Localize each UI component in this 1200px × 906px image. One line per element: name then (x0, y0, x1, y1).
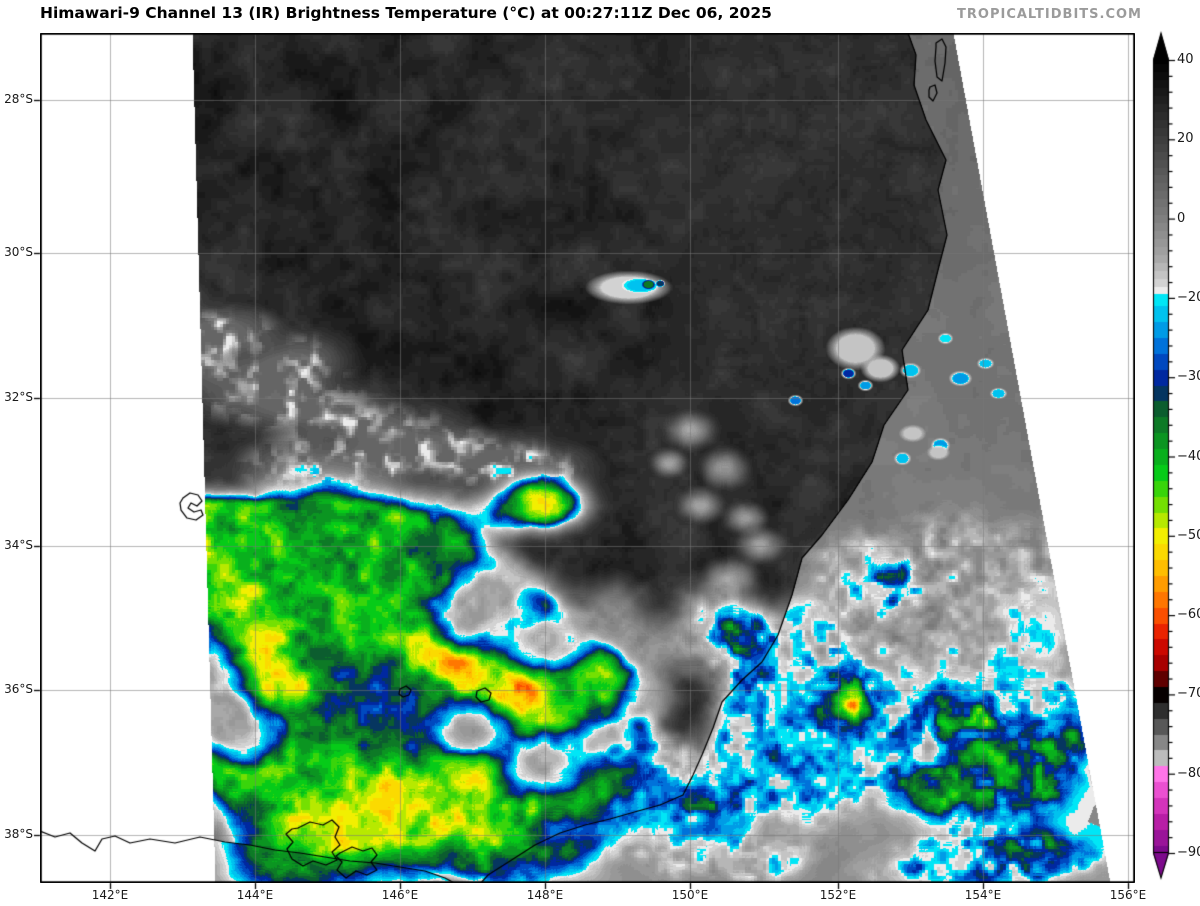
x-tick-label: 148°E (526, 888, 564, 902)
colorbar-tick-label: −30 (1177, 369, 1200, 385)
x-tick-label: 150°E (671, 888, 709, 902)
x-tick-label: 154°E (964, 888, 1002, 902)
latitude-axis: 28°S 30°S 32°S 34°S 36°S 38°S (0, 0, 36, 906)
colorbar-labels: 40 20 0 −20 −30 −40 −50 −60 −70 −80 −90 (1177, 0, 1200, 906)
x-tick-label: 146°E (381, 888, 419, 902)
y-tick-label: 30°S (4, 245, 33, 259)
x-tick-label: 142°E (91, 888, 129, 902)
colorbar-tick-label: 0 (1177, 210, 1186, 226)
y-tick-label: 38°S (4, 827, 33, 841)
y-tick-label: 28°S (4, 92, 33, 106)
colorbar-tick-label: −50 (1177, 527, 1200, 543)
x-tick-label: 156°E (1109, 888, 1147, 902)
colorbar-tick-label: −40 (1177, 448, 1200, 464)
x-tick-label: 144°E (236, 888, 274, 902)
y-tick-label: 32°S (4, 390, 33, 404)
colorbar (1151, 30, 1179, 886)
colorbar-tick-label: −80 (1177, 765, 1200, 781)
x-tick-label: 152°E (819, 888, 857, 902)
satellite-map-canvas (40, 33, 1135, 883)
y-tick-label: 34°S (4, 538, 33, 552)
colorbar-tick-label: −60 (1177, 607, 1200, 623)
colorbar-tick-label: 40 (1177, 52, 1194, 67)
colorbar-tick-label: −20 (1177, 289, 1200, 305)
colorbar-tick-label: 20 (1177, 131, 1194, 147)
colorbar-tick-label: −90 (1177, 845, 1200, 860)
colorbar-tick-label: −70 (1177, 686, 1200, 702)
y-tick-label: 36°S (4, 682, 33, 696)
